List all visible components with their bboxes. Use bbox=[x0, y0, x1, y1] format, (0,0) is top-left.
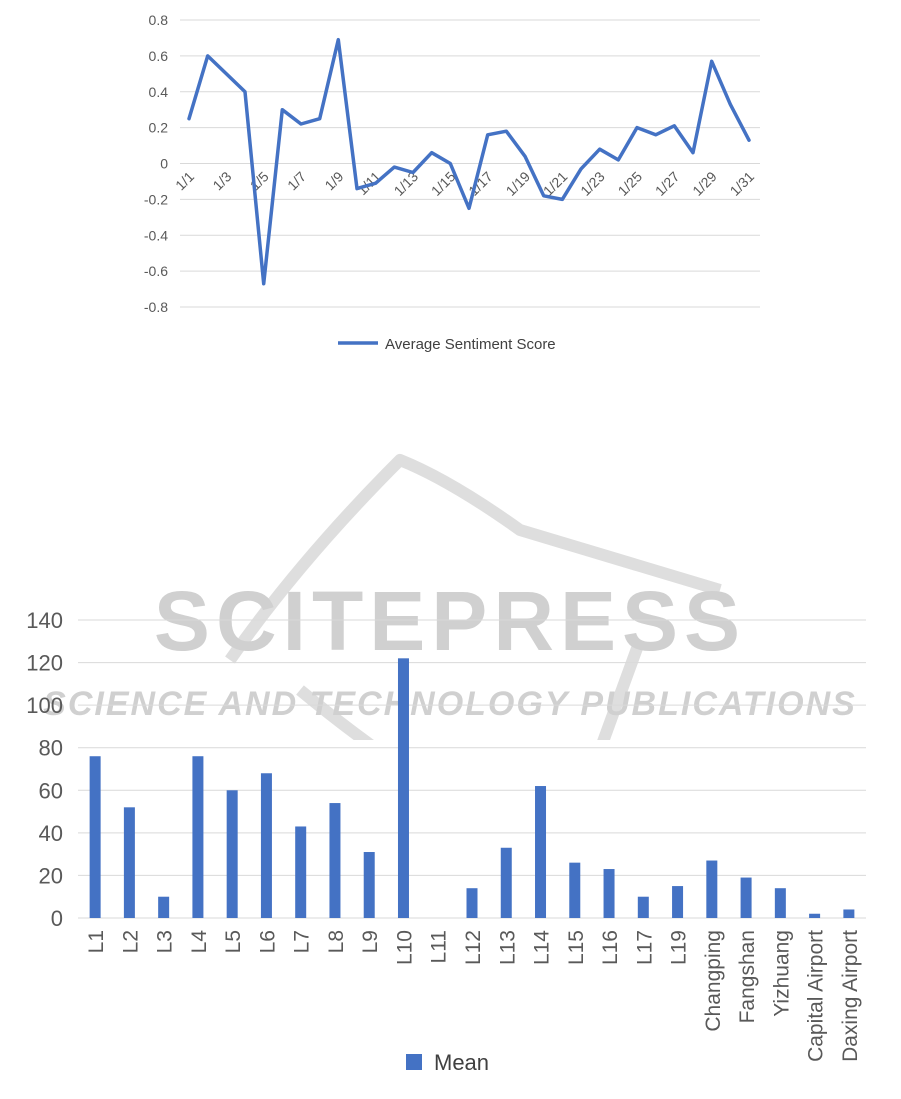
sitepress-watermark: SCITEPRESS SCIENCE AND TECHNOLOGY PUBLIC… bbox=[43, 454, 857, 740]
x-tick-label: 1/27 bbox=[652, 168, 683, 199]
bar bbox=[740, 877, 752, 918]
y-tick-label: 0.8 bbox=[149, 12, 169, 28]
legend-label-average-sentiment-score: Average Sentiment Score bbox=[385, 336, 556, 353]
x-tick-label: L5 bbox=[222, 930, 245, 953]
line-chart-legend: Average Sentiment Score bbox=[338, 336, 556, 353]
bar-chart-gridlines bbox=[78, 619, 866, 919]
x-tick-label: L3 bbox=[154, 930, 177, 953]
y-tick-label: -0.2 bbox=[144, 191, 168, 207]
bar bbox=[260, 773, 272, 918]
y-tick-label: 0 bbox=[160, 156, 168, 172]
x-tick-label: 1/9 bbox=[321, 168, 346, 193]
x-tick-label: 1/25 bbox=[615, 168, 646, 199]
bar bbox=[672, 886, 684, 918]
x-tick-label: 1/29 bbox=[689, 168, 720, 199]
y-tick-label: 0.6 bbox=[149, 48, 169, 64]
y-tick-label: 0.2 bbox=[149, 120, 169, 136]
watermark-title: SCITEPRESS bbox=[154, 574, 746, 668]
bar bbox=[226, 790, 238, 918]
bar bbox=[774, 888, 786, 918]
bar bbox=[329, 803, 341, 918]
y-tick-label: -0.8 bbox=[144, 299, 168, 315]
x-tick-label: L8 bbox=[325, 930, 348, 953]
bar bbox=[843, 909, 855, 918]
bar-chart-y-ticks: 140 120 100 80 60 40 20 0 bbox=[26, 608, 63, 931]
bar bbox=[603, 869, 615, 918]
y-tick-label: 140 bbox=[26, 608, 63, 633]
x-tick-label: L12 bbox=[462, 930, 485, 965]
series-line-average-sentiment-score bbox=[187, 37, 751, 286]
watermark-logo-shape bbox=[225, 454, 722, 740]
bar bbox=[706, 860, 718, 918]
bar bbox=[89, 756, 101, 918]
bar bbox=[569, 862, 581, 918]
y-tick-label: -0.6 bbox=[144, 263, 168, 279]
y-tick-label: 40 bbox=[39, 821, 63, 846]
x-tick-label: 1/31 bbox=[727, 168, 758, 199]
y-tick-label: 80 bbox=[39, 736, 63, 761]
x-tick-label: L13 bbox=[496, 930, 519, 965]
x-tick-label: L14 bbox=[531, 930, 554, 965]
y-tick-label: 0 bbox=[51, 906, 63, 931]
x-tick-label: Yizhuang bbox=[770, 930, 793, 1017]
watermark-subtitle: SCIENCE AND TECHNOLOGY PUBLICATIONS bbox=[43, 685, 857, 723]
x-tick-label: Capital Airport bbox=[805, 930, 828, 1062]
bar bbox=[809, 913, 821, 918]
x-tick-label: L19 bbox=[668, 930, 691, 965]
x-tick-label: 1/17 bbox=[465, 168, 496, 199]
x-tick-label: L9 bbox=[359, 930, 382, 953]
x-tick-label: L16 bbox=[599, 930, 622, 965]
y-tick-label: 120 bbox=[26, 651, 63, 676]
x-tick-label: L2 bbox=[119, 930, 142, 953]
x-tick-label: 1/1 bbox=[172, 168, 197, 193]
bar bbox=[535, 786, 547, 918]
bar bbox=[500, 847, 512, 918]
bar bbox=[295, 826, 307, 918]
y-tick-label: 60 bbox=[39, 778, 63, 803]
x-tick-label: L7 bbox=[291, 930, 314, 953]
x-tick-label: Daxing Airport bbox=[839, 930, 862, 1062]
legend-swatch-mean bbox=[406, 1054, 422, 1070]
mean-bar-chart: 140 120 100 80 60 40 20 0 L1 L2 L3 L4 L5 L6 L7 L8 L9 L10… bbox=[26, 608, 866, 1075]
x-tick-label: L17 bbox=[633, 930, 656, 965]
y-tick-label: 0.4 bbox=[149, 84, 169, 100]
bar bbox=[363, 852, 375, 918]
x-tick-label: L6 bbox=[256, 930, 279, 953]
y-tick-label: -0.4 bbox=[144, 227, 168, 243]
x-tick-label: 1/19 bbox=[503, 168, 534, 199]
x-tick-label: L1 bbox=[85, 930, 108, 953]
x-tick-label: L15 bbox=[565, 930, 588, 965]
y-tick-label: 20 bbox=[39, 863, 63, 888]
x-tick-label: 1/11 bbox=[354, 168, 384, 198]
x-tick-label: 1/7 bbox=[284, 168, 309, 193]
x-tick-label: L10 bbox=[393, 930, 416, 965]
bar bbox=[466, 888, 478, 918]
bar bbox=[397, 658, 409, 918]
line-chart-y-ticks: 0.8 0.6 0.4 0.2 0 -0.2 -0.4 -0.6 -0.8 bbox=[144, 12, 168, 315]
bar-chart-x-ticks: L1 L2 L3 L4 L5 L6 L7 L8 L9 L10 L11 L12 L13 L14 L15 L16 L… bbox=[85, 930, 862, 1062]
x-tick-label: 1/23 bbox=[577, 168, 608, 199]
x-tick-label: 1/3 bbox=[209, 168, 234, 193]
x-tick-label: L11 bbox=[428, 930, 451, 963]
bar bbox=[192, 756, 204, 918]
x-tick-label: Fangshan bbox=[736, 930, 759, 1023]
x-tick-label: L4 bbox=[188, 930, 211, 954]
x-tick-label: Changping bbox=[702, 930, 725, 1032]
bar bbox=[123, 807, 135, 918]
legend-label-mean: Mean bbox=[434, 1050, 489, 1075]
sentiment-line-chart: 0.8 0.6 0.4 0.2 0 -0.2 -0.4 -0.6 -0.8 1/1 1/3 1/5 1… bbox=[144, 12, 760, 353]
x-tick-label: 1/13 bbox=[391, 168, 422, 199]
y-tick-label: 100 bbox=[26, 693, 63, 718]
bar-chart-bars bbox=[89, 658, 855, 918]
bar bbox=[637, 896, 649, 918]
bar-chart-legend: Mean bbox=[406, 1050, 489, 1075]
x-tick-label: 1/5 bbox=[247, 168, 272, 193]
bar bbox=[158, 896, 170, 918]
